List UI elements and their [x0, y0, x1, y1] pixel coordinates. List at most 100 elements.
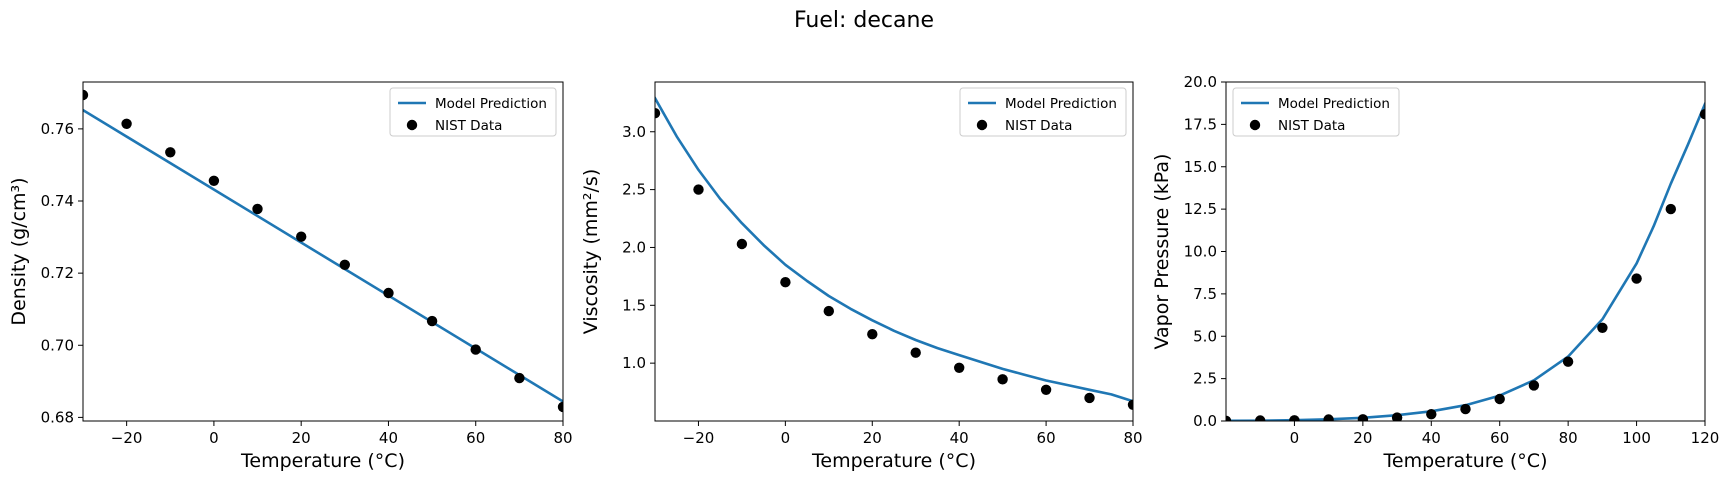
density-chart: −20 0 20 40 60 80 0.68 0.70 0.72 0.74 0.76 Temperat…	[8, 81, 573, 472]
vapor-pressure-nist-point-3	[1323, 414, 1334, 421]
density-legend-marker-swatch	[406, 119, 418, 131]
vapor-pressure-legend-label: Model Prediction	[1278, 96, 1390, 112]
viscosity-nist-point-3	[780, 277, 791, 288]
vapor-pressure-nist-point-14	[1699, 109, 1705, 120]
vapor-pressure-ytick-label: 2.5	[1193, 370, 1217, 388]
vapor-pressure-nist-point-6	[1426, 409, 1437, 420]
viscosity-nist-point-0	[655, 108, 661, 119]
vapor-pressure-ytick-label: 10.0	[1184, 243, 1217, 261]
density-data	[83, 89, 563, 413]
density-nist-point-8	[426, 315, 438, 327]
density-nist-point-7	[383, 287, 394, 299]
density-legend: Model Prediction NIST Data	[389, 87, 557, 137]
density-xtick-label: 60	[466, 429, 485, 447]
viscosity-legend-label: NIST Data	[1005, 118, 1072, 134]
vapor-pressure-legend-marker-swatch	[1249, 119, 1261, 131]
viscosity-nist-point-4	[823, 305, 834, 317]
vapor-pressure-legend: Model Prediction NIST Data	[1232, 87, 1400, 137]
viscosity-xtick-label: 0	[781, 429, 791, 447]
viscosity-nist-point-2	[736, 238, 748, 250]
vapor-pressure-data	[1226, 102, 1705, 421]
viscosity-nist-point-6	[910, 347, 921, 358]
viscosity-nist-point-11	[1127, 399, 1133, 410]
density-model-line	[83, 108, 563, 404]
vapor-pressure-nist-point-11	[1597, 322, 1608, 333]
viscosity-nist-point-5	[867, 329, 878, 340]
vapor-pressure-nist-point-1	[1255, 415, 1266, 421]
vapor-pressure-nist-point-7	[1460, 403, 1471, 415]
vapor-pressure-nist-point-12	[1631, 273, 1642, 284]
density-ytick-label: 0.70	[41, 336, 74, 354]
density-legend-box	[389, 87, 557, 137]
viscosity-ytick-label: 1.0	[622, 354, 646, 372]
vapor-pressure-nist-point-10	[1562, 356, 1574, 367]
viscosity-ylabel: Viscosity (mm²/s)	[580, 169, 602, 335]
viscosity-nist-point-9	[1040, 384, 1052, 395]
density-nist-point-9	[470, 344, 481, 355]
density-nist-point-1	[121, 118, 132, 129]
density-nist-point-2	[165, 147, 176, 158]
density-nist-point-5	[296, 231, 307, 242]
vapor-pressure-nist-point-0	[1226, 415, 1232, 421]
density-legend-label: Model Prediction	[435, 96, 547, 112]
density-plot-area	[83, 82, 563, 421]
viscosity-xtick-label: −20	[683, 429, 715, 447]
density-xtick-label: 40	[379, 429, 398, 447]
viscosity-legend-marker-swatch	[976, 119, 988, 131]
vapor-pressure-xtick-label: 40	[1422, 429, 1441, 447]
vapor-pressure-nist-point-8	[1494, 393, 1505, 405]
viscosity-model-line	[655, 96, 1133, 403]
density-xtick-label: 20	[292, 429, 311, 447]
density-xtick-label: −20	[111, 429, 143, 447]
vapor-pressure-ytick-label: 12.5	[1184, 200, 1217, 218]
vapor-pressure-plot-area	[1226, 82, 1705, 421]
vapor-pressure-xtick-label: 100	[1622, 429, 1651, 447]
density-nist-point-0	[83, 89, 89, 101]
vapor-pressure-xtick-label: 80	[1559, 429, 1578, 447]
density-nist-point-10	[514, 372, 525, 384]
vapor-pressure-nist-point-4	[1357, 414, 1369, 421]
vapor-pressure-legend-label: NIST Data	[1278, 118, 1345, 134]
vapor-pressure-ytick-label: 5.0	[1193, 327, 1217, 345]
density-xtick-label: 0	[209, 429, 219, 447]
viscosity-nist-point-8	[997, 374, 1008, 385]
vapor-pressure-ytick-label: 15.0	[1184, 158, 1217, 176]
density-ytick-label: 0.68	[41, 408, 74, 426]
viscosity-axes-frame	[654, 81, 1134, 422]
density-ytick-label: 0.74	[41, 192, 74, 210]
vapor-pressure-chart: 0 20 40 60 80 100 120 0.0 2.5 5.0 7.5 10.0 12.5 15.0 1…	[1151, 73, 1719, 472]
density-ylabel: Density (g/cm³)	[8, 177, 30, 325]
vapor-pressure-legend-box	[1232, 87, 1400, 137]
vapor-pressure-xtick-label: 120	[1691, 429, 1720, 447]
viscosity-ytick-label: 3.0	[622, 123, 646, 141]
viscosity-xtick-label: 20	[863, 429, 882, 447]
viscosity-legend: Model Prediction NIST Data	[959, 87, 1127, 137]
viscosity-nist-point-1	[693, 184, 704, 195]
density-axes-frame	[82, 81, 564, 422]
viscosity-nist-point-7	[954, 362, 965, 373]
vapor-pressure-ytick-label: 7.5	[1193, 285, 1217, 303]
vapor-pressure-nist-point-9	[1528, 380, 1540, 391]
viscosity-ytick-label: 1.5	[622, 296, 646, 314]
viscosity-legend-box	[959, 87, 1127, 137]
density-xtick-label: 80	[553, 429, 572, 447]
density-ytick-label: 0.76	[41, 120, 74, 138]
vapor-pressure-nist-point-5	[1391, 412, 1403, 421]
density-legend-label: NIST Data	[435, 118, 502, 134]
viscosity-data	[655, 96, 1133, 410]
figure-title: Fuel: decane	[794, 8, 934, 33]
density-nist-point-4	[252, 203, 263, 215]
vapor-pressure-ytick-label: 0.0	[1193, 412, 1217, 430]
vapor-pressure-ytick-label: 20.0	[1184, 73, 1217, 91]
viscosity-xlabel: Temperature (°C)	[811, 450, 976, 472]
viscosity-xtick-label: 60	[1037, 429, 1056, 447]
viscosity-nist-point-10	[1084, 392, 1095, 404]
vapor-pressure-ylabel: Vapor Pressure (kPa)	[1151, 154, 1173, 350]
viscosity-plot-area	[655, 82, 1133, 421]
vapor-pressure-xtick-label: 0	[1290, 429, 1300, 447]
viscosity-chart: −20 0 20 40 60 80 1.0 1.5 2.0 2.5 3.0 Temperature (…	[580, 81, 1143, 472]
vapor-pressure-nist-point-2	[1289, 415, 1300, 421]
density-ytick-label: 0.72	[41, 264, 74, 282]
vapor-pressure-xtick-label: 20	[1353, 429, 1372, 447]
